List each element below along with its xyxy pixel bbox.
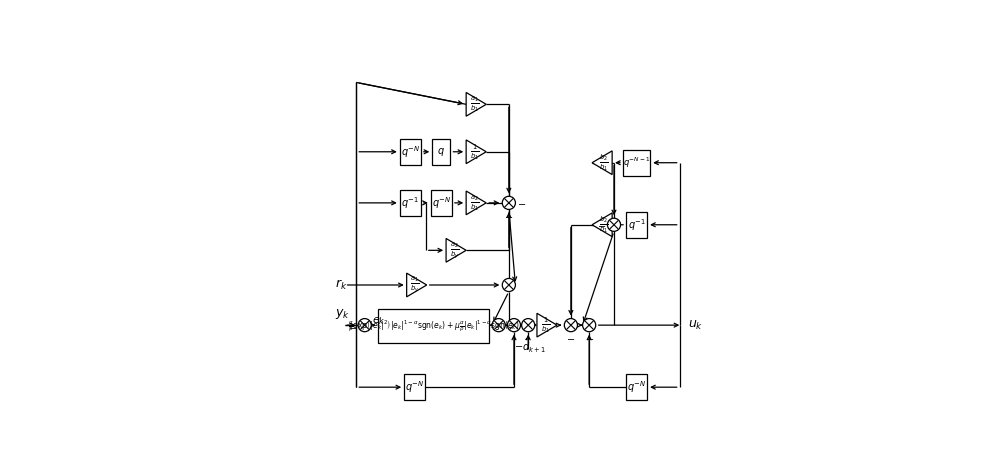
Text: $e_k$: $e_k$ [372, 315, 386, 327]
Text: $\frac{b_2}{b_1}$: $\frac{b_2}{b_1}$ [599, 152, 608, 173]
Circle shape [607, 218, 621, 231]
Text: $q^{-N}$: $q^{-N}$ [432, 195, 451, 211]
Polygon shape [466, 191, 486, 215]
Text: $-\hat{d}_{k+1}$: $-\hat{d}_{k+1}$ [514, 337, 546, 356]
Text: $\frac{1}{b_1}$: $\frac{1}{b_1}$ [470, 142, 479, 162]
Text: $y_k$: $y_k$ [335, 307, 351, 321]
Circle shape [507, 319, 521, 332]
FancyBboxPatch shape [623, 150, 650, 176]
Text: $-$: $-$ [566, 333, 575, 343]
Text: $-$: $-$ [504, 211, 513, 221]
Text: $\frac{a_2}{b_1}$: $\frac{a_2}{b_1}$ [470, 193, 479, 212]
Text: $\frac{a_2}{b_y}$: $\frac{a_2}{b_y}$ [450, 240, 459, 261]
FancyBboxPatch shape [626, 374, 647, 401]
Polygon shape [446, 238, 466, 262]
FancyBboxPatch shape [431, 190, 452, 216]
Text: $q$: $q$ [437, 146, 445, 158]
Text: $q^{-N}$: $q^{-N}$ [401, 144, 420, 160]
FancyBboxPatch shape [404, 374, 425, 401]
Polygon shape [407, 273, 427, 297]
Polygon shape [466, 92, 486, 116]
Circle shape [492, 319, 505, 332]
Text: $-$: $-$ [597, 220, 606, 230]
Circle shape [502, 196, 515, 210]
Text: $u_k$: $u_k$ [688, 319, 703, 332]
FancyBboxPatch shape [400, 138, 421, 165]
Circle shape [358, 319, 371, 332]
FancyBboxPatch shape [626, 211, 647, 238]
Circle shape [583, 319, 596, 332]
Polygon shape [537, 313, 557, 337]
Polygon shape [592, 151, 612, 174]
Text: $\frac{a_1}{b_1}$: $\frac{a_1}{b_1}$ [470, 95, 479, 114]
Text: $q^{-N}$: $q^{-N}$ [627, 379, 646, 395]
Text: $\frac{a_1}{b_y}$: $\frac{a_1}{b_y}$ [410, 275, 420, 295]
Text: $\frac{\alpha}{\rho}\exp\!\left(|e_k|^2\right)|e_k|^{1-\alpha}\mathrm{sgn}(e_k)+: $\frac{\alpha}{\rho}\exp\!\left(|e_k|^2\… [348, 318, 519, 334]
Text: $q^{-1}$: $q^{-1}$ [401, 195, 419, 211]
Text: $\frac{1}{b_1}$: $\frac{1}{b_1}$ [541, 315, 550, 335]
Text: $-$: $-$ [585, 333, 594, 343]
Polygon shape [466, 140, 486, 164]
Circle shape [564, 319, 577, 332]
Text: $\frac{b_2}{b_1}$: $\frac{b_2}{b_1}$ [599, 214, 608, 235]
Text: $-$: $-$ [517, 198, 526, 208]
Text: $q^{-1}$: $q^{-1}$ [628, 217, 646, 233]
Polygon shape [592, 213, 612, 237]
Circle shape [522, 319, 535, 332]
FancyBboxPatch shape [400, 190, 421, 216]
Text: $q^{-N-1}$: $q^{-N-1}$ [623, 155, 650, 170]
Text: $-$: $-$ [348, 322, 357, 332]
Text: $r_k$: $r_k$ [335, 278, 348, 292]
FancyBboxPatch shape [432, 138, 450, 165]
FancyBboxPatch shape [378, 309, 489, 343]
Circle shape [502, 278, 515, 292]
Text: $q^{-N}$: $q^{-N}$ [405, 379, 424, 395]
